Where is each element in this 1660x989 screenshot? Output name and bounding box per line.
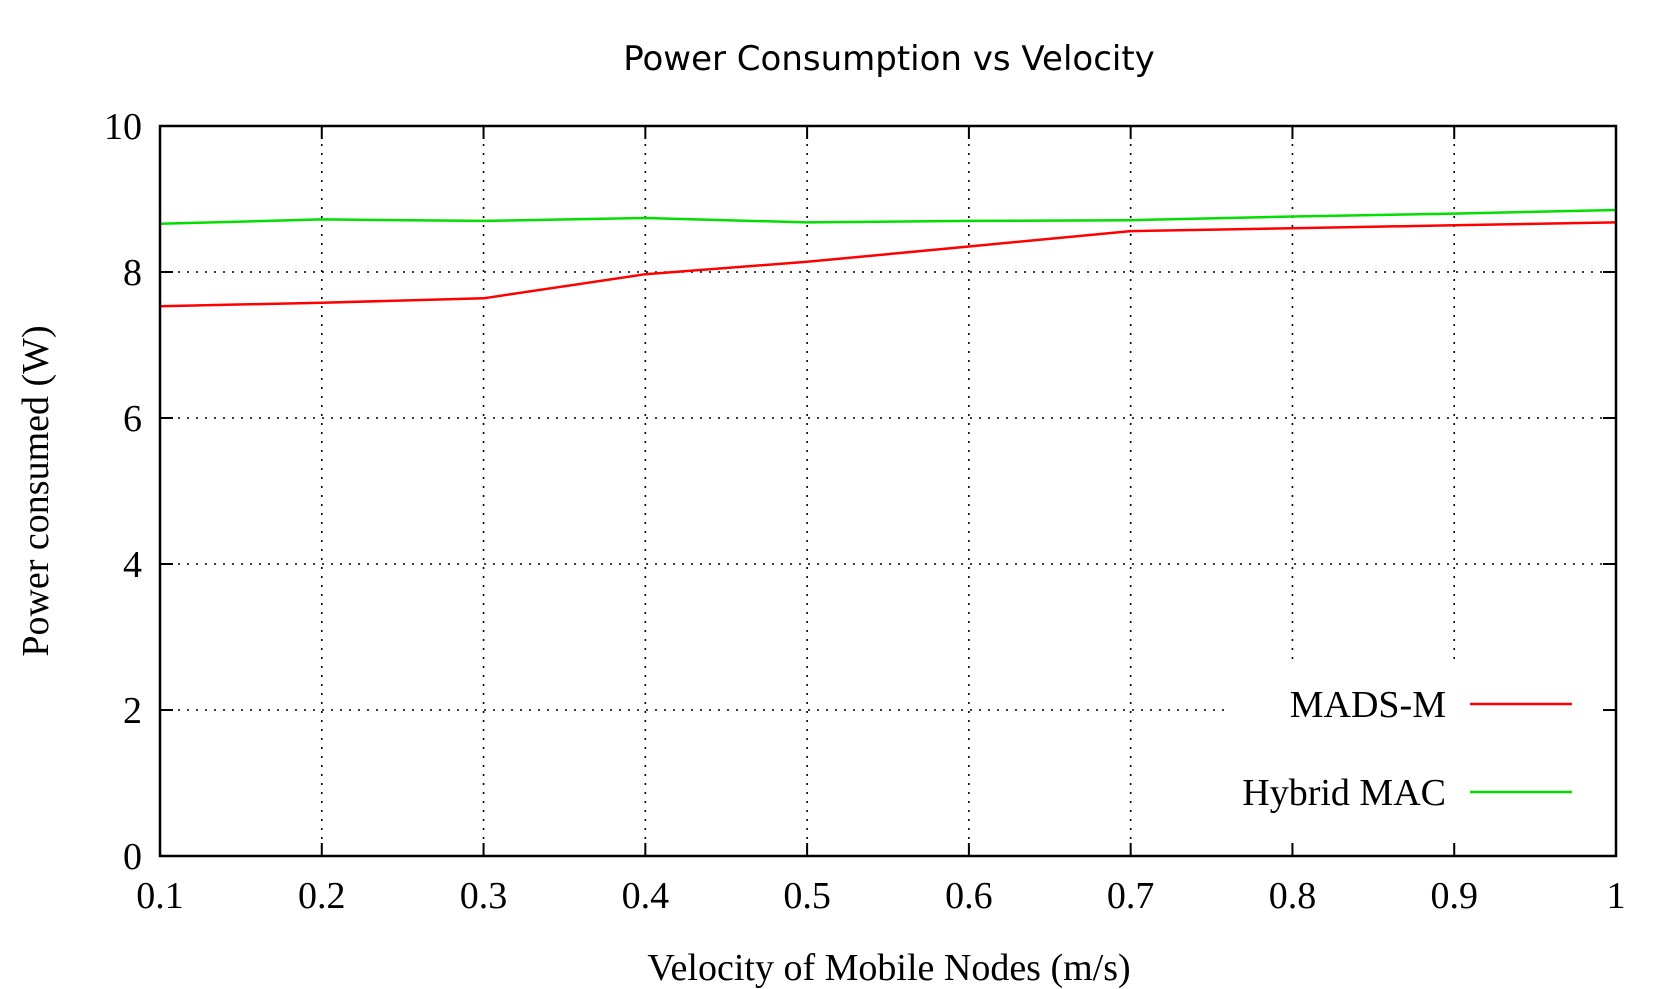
x-tick-label: 0.8 <box>1269 875 1317 917</box>
series-line-mads-m <box>159 221 1617 308</box>
y-tick-label: 0 <box>123 836 142 878</box>
y-tick-label: 2 <box>123 690 142 732</box>
chart-title: Power Consumption vs Velocity <box>623 39 1155 79</box>
plot-frame <box>158 124 1618 858</box>
x-tick-label: 0.7 <box>1107 875 1155 917</box>
legend-label: MADS-M <box>1290 684 1446 726</box>
legend-label: Hybrid MAC <box>1242 772 1446 814</box>
y-tick-label: 4 <box>123 544 142 586</box>
y-tick-label: 10 <box>104 106 142 148</box>
y-axis-label: Power consumed (W) <box>15 325 57 656</box>
x-tick-label: 0.1 <box>136 875 184 917</box>
legend: MADS-M Hybrid MAC <box>1242 684 1572 814</box>
axis-ticks <box>159 125 1617 857</box>
x-tick-label: 0.6 <box>945 875 993 917</box>
x-tick-label: 0.2 <box>298 875 346 917</box>
legend-box <box>1228 660 1604 840</box>
y-tick-label: 8 <box>123 252 142 294</box>
x-axis-label: Velocity of Mobile Nodes (m/s) <box>647 947 1130 989</box>
x-tick-label: 0.9 <box>1430 875 1478 917</box>
x-tick-label: 0.3 <box>460 875 508 917</box>
series-line-hybrid-mac <box>159 208 1617 226</box>
legend-background <box>1228 660 1604 840</box>
x-tick-label: 1 <box>1607 875 1626 917</box>
y-tick-label: 6 <box>123 398 142 440</box>
series-lines <box>159 208 1617 308</box>
x-tick-label: 0.5 <box>783 875 831 917</box>
x-tick-label: 0.4 <box>622 875 670 917</box>
